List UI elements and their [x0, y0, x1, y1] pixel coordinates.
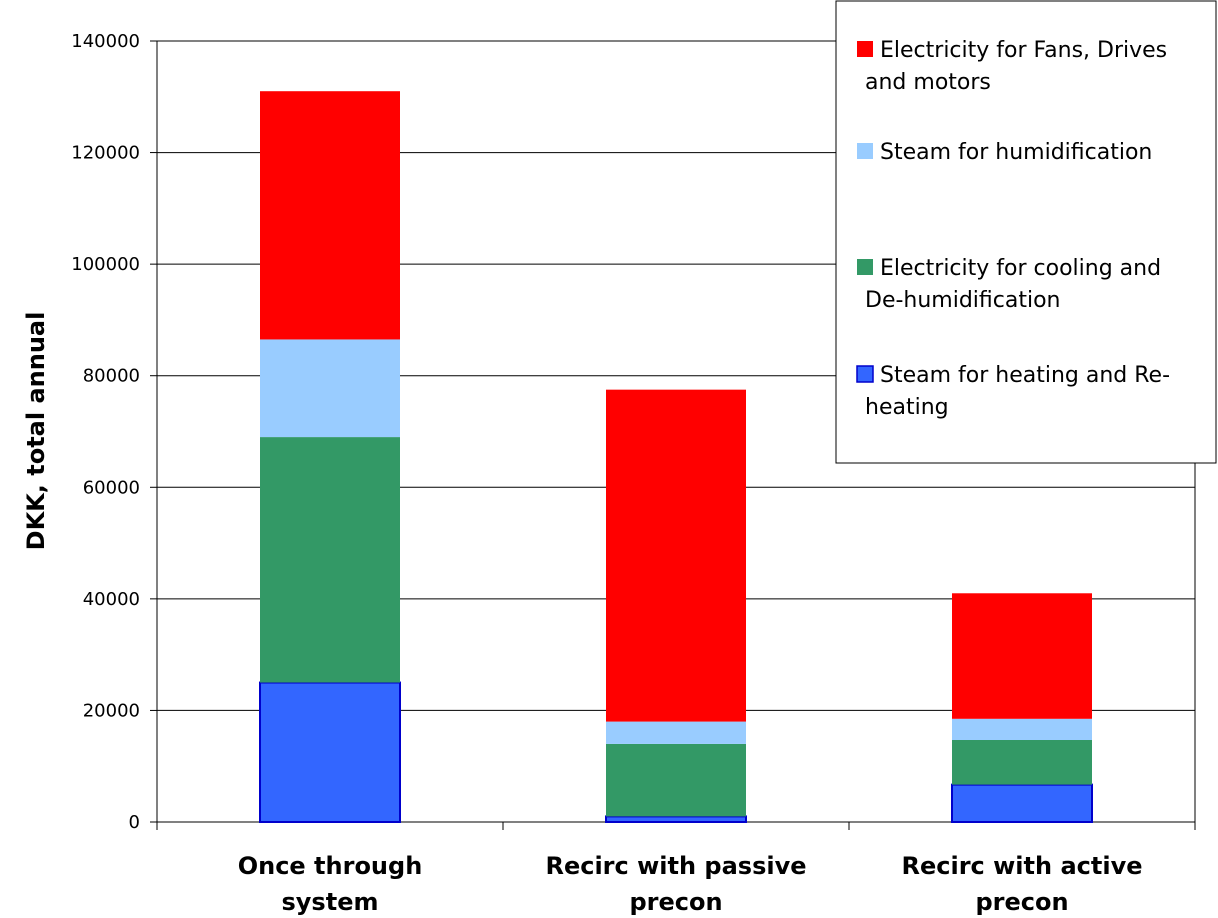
bar-segment: [952, 739, 1092, 785]
bar-segment: [260, 437, 400, 683]
y-tick-label: 100000: [71, 254, 140, 275]
legend-label: Steam for heating and Re-: [880, 363, 1170, 388]
legend: Electricity for Fans, Drives and motors St…: [835, 0, 1217, 464]
legend-label: Steam for humidification: [880, 140, 1152, 165]
y-tick-label: 20000: [83, 700, 140, 721]
bar-segment: [605, 815, 747, 824]
bars: [259, 91, 1093, 824]
legend-label: Electricity for Fans, Drives: [880, 38, 1167, 63]
bar-segment: [259, 681, 401, 823]
legend-swatch: [857, 259, 873, 275]
x-category-label: precon: [629, 888, 722, 916]
legend-label: heating: [865, 395, 949, 420]
x-category-label: Recirc with active: [902, 852, 1143, 880]
legend-swatch: [857, 143, 873, 159]
y-tick-label: 40000: [83, 589, 140, 610]
legend-label: Electricity for cooling and: [880, 256, 1161, 281]
bar-segment: [606, 721, 746, 744]
y-tick-label: 0: [129, 812, 140, 833]
y-tick-label: 140000: [71, 31, 140, 52]
legend-label: and motors: [865, 70, 991, 95]
y-tick-labels: 0 20000 40000 60000 80000 100000 120000 140000: [71, 31, 140, 833]
y-tick-label: 120000: [71, 143, 140, 164]
bar-segment: [606, 389, 746, 722]
y-axis-title: DKK, total annual: [22, 312, 50, 551]
x-category-label: Once through: [238, 852, 423, 880]
legend-swatch: [856, 365, 874, 383]
bar-segment: [260, 91, 400, 340]
legend-label: De-humidification: [865, 288, 1061, 313]
y-tick-label: 60000: [83, 477, 140, 498]
bar-segment: [952, 593, 1092, 719]
bar-segment: [952, 718, 1092, 740]
bar-segment: [951, 783, 1093, 824]
x-category-label: Recirc with passive: [545, 852, 806, 880]
x-category-labels: Once through system Recirc with passive pre…: [238, 852, 1143, 916]
legend-swatch: [857, 41, 873, 57]
x-category-label: precon: [975, 888, 1068, 916]
x-category-label: system: [282, 888, 379, 916]
legend-box: [835, 0, 1217, 464]
bar-segment: [606, 743, 746, 817]
bar-segment: [260, 339, 400, 438]
y-tick-label: 80000: [83, 366, 140, 387]
